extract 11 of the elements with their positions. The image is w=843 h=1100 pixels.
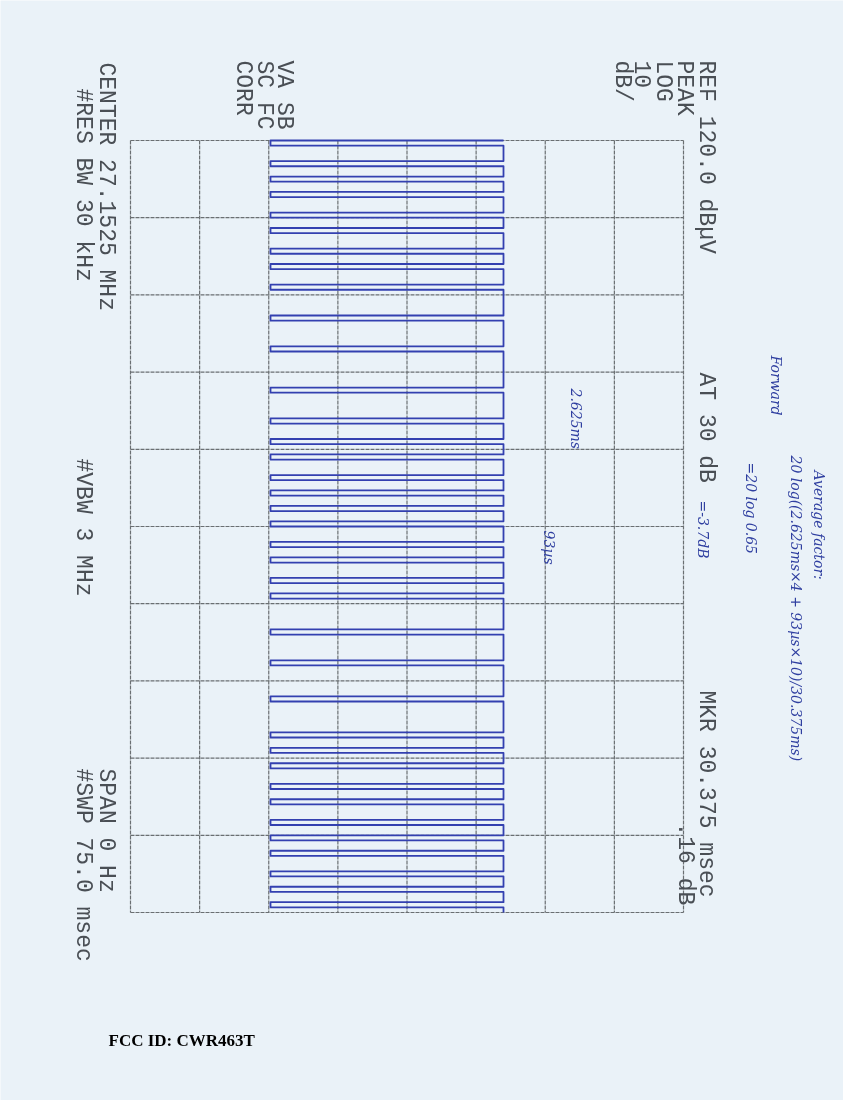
text: Forward (767, 354, 784, 416)
text: #VBW 3 MHz (69, 458, 96, 597)
text: FCC ID: CWR463T (108, 1031, 256, 1050)
text: Average factor: (810, 468, 827, 580)
text: 20 log((2.625ms×4 + 93µs×10)/30.375ms) (787, 454, 804, 762)
text: 93µs (540, 530, 557, 565)
text: =20 log 0.65 (742, 462, 759, 555)
text: AT 30 dB (692, 372, 719, 483)
text: =-3.7dB (694, 500, 711, 559)
text: #RES BW 30 kHz (69, 88, 96, 282)
text: 2.625ms (567, 387, 584, 450)
